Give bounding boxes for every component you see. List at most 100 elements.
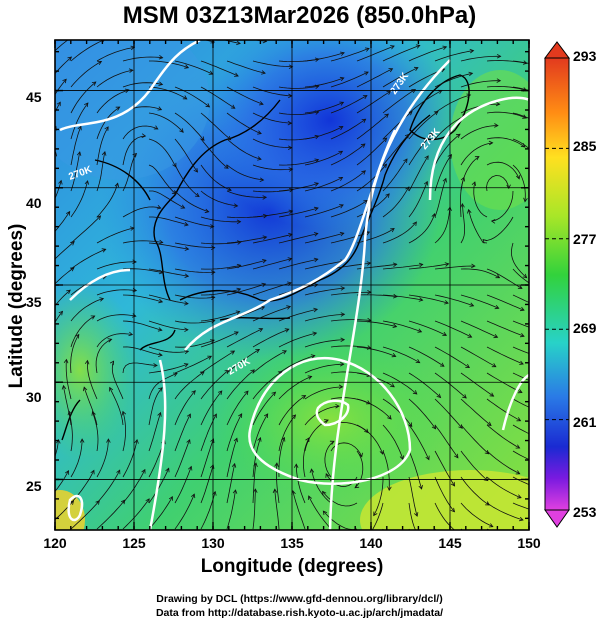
colorbar-tick-label: 277 bbox=[573, 231, 597, 247]
streamline-arrowhead bbox=[232, 489, 238, 494]
streamline bbox=[512, 346, 529, 354]
streamline bbox=[382, 111, 413, 140]
streamline-arrowhead bbox=[288, 64, 294, 70]
streamline bbox=[68, 411, 73, 452]
streamline bbox=[174, 466, 192, 504]
streamline-arrowhead bbox=[253, 462, 258, 468]
streamline-arrowhead bbox=[255, 348, 261, 354]
streamline-arrowhead bbox=[171, 190, 177, 195]
streamline-arrowhead bbox=[418, 484, 423, 490]
streamline-arrowhead bbox=[313, 232, 319, 237]
streamline bbox=[512, 450, 529, 460]
streamline bbox=[70, 61, 102, 88]
streamline bbox=[252, 138, 292, 148]
streamline-arrowhead bbox=[474, 156, 480, 161]
streamline bbox=[174, 371, 205, 400]
streamline-arrowhead bbox=[69, 267, 75, 272]
streamline-arrowhead bbox=[340, 337, 346, 343]
streamline bbox=[408, 155, 429, 192]
streamline bbox=[96, 470, 121, 504]
streamline bbox=[45, 334, 53, 373]
streamline-arrowhead bbox=[193, 168, 199, 173]
streamline-arrowhead bbox=[284, 328, 290, 333]
streamline bbox=[252, 60, 293, 68]
streamline bbox=[122, 320, 162, 331]
streamline-arrowhead bbox=[408, 110, 413, 116]
streamline bbox=[408, 263, 449, 270]
streamline-arrowhead bbox=[412, 390, 418, 395]
streamline-arrowhead bbox=[244, 390, 249, 396]
streamline-arrowhead bbox=[313, 307, 319, 313]
streamline-arrowhead bbox=[444, 262, 450, 267]
streamline bbox=[200, 350, 235, 374]
streamline-arrowhead bbox=[496, 78, 502, 83]
streamline bbox=[122, 346, 163, 356]
y-tick-label: 45 bbox=[26, 89, 42, 105]
streamline bbox=[304, 204, 344, 218]
colorbar-gradient bbox=[544, 57, 570, 511]
streamline bbox=[148, 242, 189, 250]
streamline-arrowhead bbox=[235, 310, 241, 315]
streamline-arrowhead bbox=[523, 197, 528, 203]
streamline bbox=[486, 398, 521, 422]
map-title: MSM 03Z13Mar2026 (850.0hPa) bbox=[122, 2, 477, 29]
streamline bbox=[539, 191, 541, 231]
streamline bbox=[486, 476, 522, 499]
streamline bbox=[460, 476, 490, 506]
streamline-arrowhead bbox=[231, 462, 237, 468]
streamline-arrowhead bbox=[84, 102, 89, 108]
streamline bbox=[486, 85, 527, 91]
streamline bbox=[434, 114, 467, 140]
streamline-arrowhead bbox=[314, 158, 320, 163]
streamline-arrowhead bbox=[465, 363, 471, 369]
streamline-arrowhead bbox=[291, 414, 297, 419]
streamline-arrowhead bbox=[115, 106, 121, 111]
streamline-arrowhead bbox=[516, 417, 522, 422]
streamline-arrowhead bbox=[180, 204, 186, 209]
streamline-arrowhead bbox=[305, 437, 310, 443]
streamline-arrowhead bbox=[482, 238, 488, 244]
streamline-arrowhead bbox=[158, 239, 164, 245]
streamline bbox=[382, 221, 417, 244]
streamline-arrowhead bbox=[289, 35, 293, 39]
streamline bbox=[111, 361, 124, 400]
streamline-arrowhead bbox=[84, 359, 90, 365]
streamline-arrowhead bbox=[153, 363, 158, 368]
streamline bbox=[226, 164, 264, 181]
streamline bbox=[512, 476, 529, 485]
streamline-arrowhead bbox=[436, 393, 442, 399]
streamline-arrowhead bbox=[418, 537, 422, 541]
streamline-arrowhead bbox=[439, 362, 445, 367]
streamline-arrowhead bbox=[56, 101, 61, 107]
streamline-arrowhead bbox=[210, 438, 215, 444]
streamline-arrowhead bbox=[385, 193, 390, 198]
streamline bbox=[434, 133, 461, 166]
streamline bbox=[174, 320, 215, 324]
streamline-arrowhead bbox=[258, 328, 264, 333]
streamline-arrowhead bbox=[340, 286, 346, 291]
streamline-arrowhead bbox=[90, 315, 96, 320]
isotherms bbox=[59, 40, 529, 530]
streamline-arrowhead bbox=[226, 135, 232, 141]
streamline bbox=[252, 437, 261, 478]
streamline-arrowhead bbox=[415, 44, 421, 49]
streamline bbox=[408, 111, 439, 140]
streamline-arrowhead bbox=[522, 273, 528, 279]
streamline bbox=[148, 138, 177, 168]
streamline bbox=[96, 499, 126, 530]
streamline-arrowhead bbox=[485, 501, 490, 506]
streamline bbox=[148, 346, 189, 353]
streamline bbox=[226, 438, 238, 478]
streamline bbox=[408, 213, 436, 244]
streamline bbox=[96, 69, 133, 88]
streamline bbox=[55, 439, 59, 458]
streamline-arrowhead bbox=[262, 195, 268, 200]
streamline-arrowhead bbox=[102, 16, 106, 20]
streamline-arrowhead bbox=[182, 95, 188, 100]
streamline-arrowhead bbox=[50, 334, 54, 338]
streamline-arrowhead bbox=[230, 350, 236, 355]
streamline bbox=[252, 210, 293, 218]
streamline bbox=[70, 215, 101, 244]
streamline bbox=[174, 294, 215, 299]
streamline bbox=[65, 359, 72, 400]
